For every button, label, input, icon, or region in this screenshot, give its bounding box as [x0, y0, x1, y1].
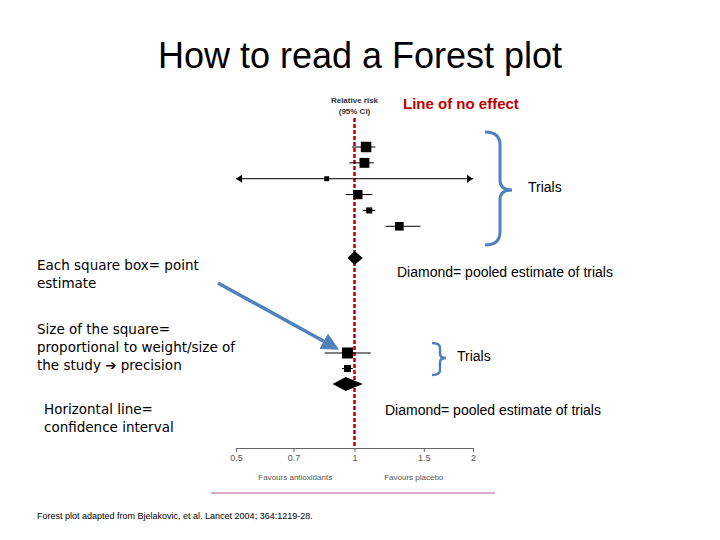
tick-label: 1 — [352, 453, 357, 463]
annotation: Size of the square= — [37, 321, 170, 337]
group-label: Trials — [528, 179, 562, 195]
tick: 0.5 — [230, 448, 243, 463]
point-estimate — [395, 222, 404, 231]
ci-arrow — [467, 175, 473, 183]
tick-mark — [294, 448, 295, 452]
pooled-label: Diamond= pooled estimate of trials — [385, 402, 601, 418]
brackets — [432, 132, 512, 375]
group-label: Trials — [457, 348, 491, 364]
annotation: Each square box= point — [37, 257, 199, 273]
pointer-arrow — [218, 283, 336, 348]
tick-label: 1.5 — [418, 453, 431, 463]
point-estimate — [324, 176, 329, 181]
ci-arrow — [236, 175, 242, 183]
bracket — [485, 132, 512, 245]
no-effect-line — [353, 118, 356, 448]
point-estimate — [344, 365, 351, 372]
annotation: the study ➔ precision — [37, 357, 182, 373]
plot-area — [236, 118, 473, 448]
point-estimate — [361, 142, 372, 153]
annotation: proportional to weight/size of — [37, 339, 236, 355]
title: How to read a Forest plot — [158, 35, 562, 76]
x-axis: 0.5 0.7 1 1.5 2 — [230, 448, 476, 463]
tick-mark — [355, 448, 356, 452]
ci-arrows — [236, 175, 473, 183]
point-estimate — [353, 190, 362, 199]
tick: 1.5 — [418, 448, 431, 463]
tick-mark — [236, 448, 237, 452]
tick-mark — [424, 448, 425, 452]
tick: 1 — [352, 448, 357, 463]
point-estimate — [342, 347, 353, 358]
x-side-label: Favours antioxidants — [258, 473, 332, 482]
tick-label: 0.7 — [288, 453, 301, 463]
divider — [211, 493, 495, 494]
column-header: (95% CI) — [339, 107, 371, 116]
point-estimate — [360, 158, 370, 168]
axis-line — [237, 449, 474, 453]
bracket — [432, 343, 446, 375]
annotation: confidence interval — [44, 419, 174, 435]
column-header: Relative risk — [331, 96, 379, 105]
pooled-diamond — [348, 251, 363, 265]
no-effect-label: Line of no effect — [403, 95, 519, 112]
tick: 2 — [471, 448, 476, 463]
pooled-label: Diamond= pooled estimate of trials — [397, 264, 613, 280]
tick-mark — [473, 448, 474, 452]
tick: 0.7 — [288, 448, 301, 463]
tick-label: 2 — [471, 453, 476, 463]
x-side-label: Favours placebo — [384, 473, 444, 482]
annotation: estimate — [37, 275, 96, 291]
pooled-diamond — [333, 377, 363, 391]
slide: How to read a Forest plot Relative risk (9… — [0, 0, 720, 540]
tick-label: 0.5 — [230, 453, 243, 463]
point-estimate — [366, 207, 372, 213]
source: Forest plot adapted from Bjelakovic, et … — [37, 511, 313, 521]
confidence-interval — [236, 178, 473, 179]
annotation: Horizontal line= — [44, 401, 153, 417]
